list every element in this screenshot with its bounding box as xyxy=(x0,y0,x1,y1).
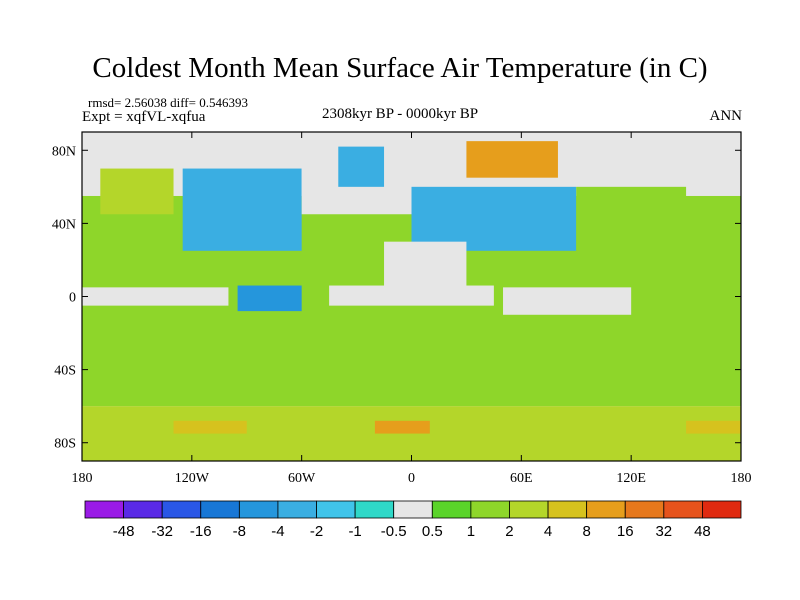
field-region-2 xyxy=(329,285,494,306)
colorbar-swatch-7 xyxy=(354,500,395,519)
colorbar-label-4: -4 xyxy=(271,523,284,540)
field-region-5 xyxy=(182,168,302,251)
x-tick-label-0: 180 xyxy=(72,471,93,486)
colorbar-label-2: -16 xyxy=(190,523,212,540)
colorbar-swatch-6 xyxy=(316,500,356,519)
colorbar-label-10: 2 xyxy=(505,523,513,540)
colorbar-label-7: -0.5 xyxy=(381,523,407,540)
field-region-10 xyxy=(466,141,558,178)
colorbar-swatch-12 xyxy=(547,500,588,519)
colorbar-label-6: -1 xyxy=(348,523,361,540)
colorbar-swatch-1 xyxy=(123,500,163,519)
axis-ticks: 180 120W 60W 0 60E 120E 180 80N 40N 0 40S 80S xyxy=(52,132,752,486)
colorbar-swatch-2 xyxy=(161,500,202,519)
field-region-7 xyxy=(338,146,385,187)
colorbar-swatch-15 xyxy=(663,500,703,519)
x-tick-label-4: 60E xyxy=(510,471,533,486)
y-tick-label-2: 0 xyxy=(69,291,76,306)
field-region-8 xyxy=(100,168,174,215)
colorbar-swatch-5 xyxy=(277,500,317,519)
colorbar-swatch-3 xyxy=(200,500,240,519)
field-region-9 xyxy=(411,186,577,251)
colorbar-swatch-11 xyxy=(509,500,549,519)
colorbar-label-8: 0.5 xyxy=(422,523,443,540)
x-tick-label-2: 60W xyxy=(288,471,316,486)
colorbar-swatch-10 xyxy=(470,500,510,519)
colorbar-swatch-14 xyxy=(624,500,665,519)
colorbar-label-1: -32 xyxy=(151,523,173,540)
colorbar-label-14: 32 xyxy=(655,523,672,540)
field-region-4 xyxy=(82,406,741,418)
season-label: ANN xyxy=(709,108,743,124)
y-tick-label-0: 80N xyxy=(52,144,76,159)
field-region-12 xyxy=(384,241,467,288)
y-tick-label-4: 80S xyxy=(54,437,76,452)
y-tick-label-1: 40N xyxy=(52,217,76,232)
colorbar-swatch-8 xyxy=(393,500,433,519)
x-tick-label-6: 180 xyxy=(731,471,752,486)
map-layer xyxy=(82,132,741,461)
field-region-16 xyxy=(374,420,430,434)
colorbar-swatch-4 xyxy=(238,500,279,519)
colorbar-label-3: -8 xyxy=(233,523,246,540)
colorbar-swatch-0 xyxy=(84,500,124,519)
field-region-14 xyxy=(237,285,302,312)
colorbar-label-9: 1 xyxy=(467,523,475,540)
colorbar-swatch-9 xyxy=(431,500,472,519)
field-region-11 xyxy=(576,186,687,260)
colorbar-label-13: 16 xyxy=(617,523,634,540)
colorbar-swatch-16 xyxy=(702,500,742,519)
experiment-line: Expt = xqfVL-xqfua xyxy=(82,109,206,125)
colorbar: -48 -32 -16 -8 -4 -2 -1 -0.5 0.5 1 2 4 8 16 32 48 xyxy=(84,500,742,540)
x-tick-label-5: 120E xyxy=(616,471,646,486)
x-tick-label-3: 0 xyxy=(408,471,415,486)
y-tick-label-3: 40S xyxy=(54,364,76,379)
field-region-15 xyxy=(173,420,247,434)
colorbar-swatch-13 xyxy=(586,500,626,519)
period-label: 2308kyr BP - 0000kyr BP xyxy=(321,106,479,122)
colorbar-label-0: -48 xyxy=(113,523,135,540)
colorbar-label-11: 4 xyxy=(544,523,552,540)
x-tick-label-1: 120W xyxy=(175,471,210,486)
field-region-17 xyxy=(686,420,741,434)
colorbar-label-5: -2 xyxy=(310,523,323,540)
colorbar-label-15: 48 xyxy=(694,523,711,540)
field-region-13 xyxy=(503,287,632,315)
field-region-1 xyxy=(82,287,229,306)
stats-line: rmsd= 2.56038 diff= 0.546393 xyxy=(88,95,248,110)
colorbar-label-12: 8 xyxy=(582,523,590,540)
chart-title: Coldest Month Mean Surface Air Temperatu… xyxy=(92,52,708,84)
